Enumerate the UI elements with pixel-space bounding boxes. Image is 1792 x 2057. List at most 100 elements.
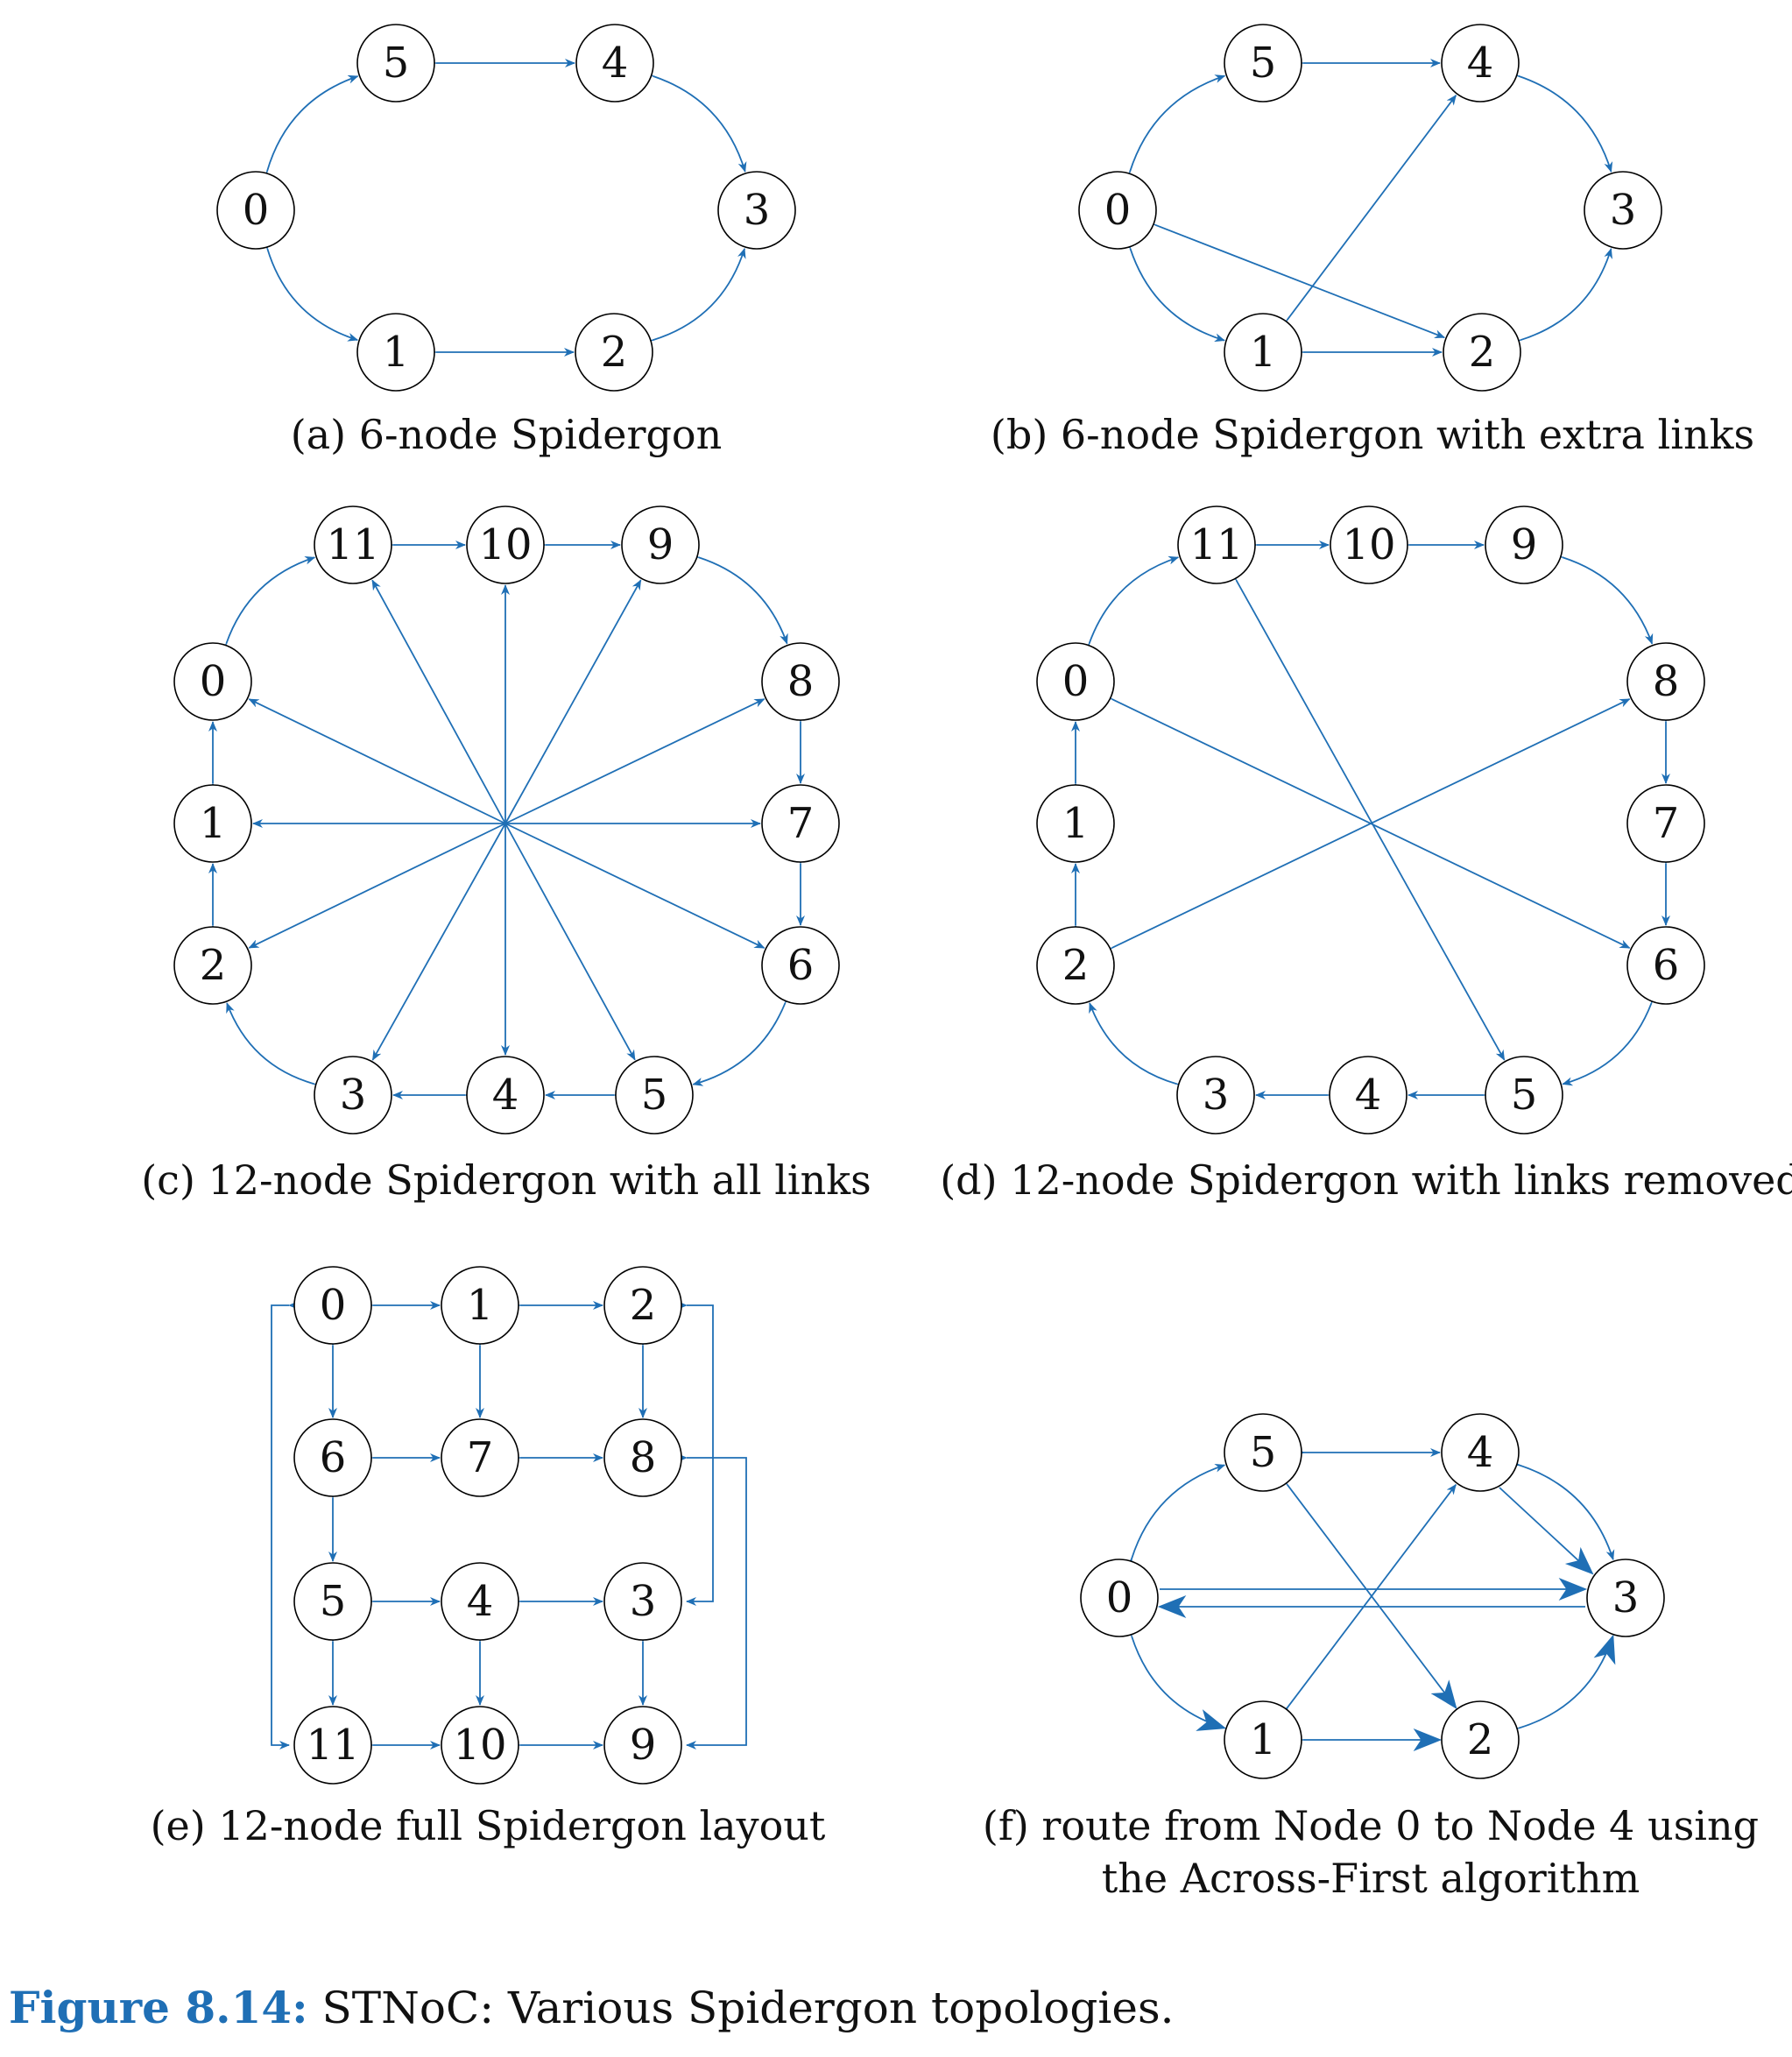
node-d-11: 11 — [1178, 506, 1255, 583]
node-label: 1 — [200, 799, 227, 848]
node-e-8: 8 — [604, 1419, 681, 1496]
node-e-2: 2 — [604, 1267, 681, 1344]
edge-c-spoke-11 — [372, 580, 505, 824]
node-a-3: 3 — [718, 172, 795, 249]
node-label: 4 — [1467, 39, 1494, 88]
node-label: 7 — [1653, 799, 1680, 848]
node-a-2: 2 — [575, 314, 653, 391]
node-label: 2 — [601, 328, 628, 377]
node-label: 2 — [1469, 328, 1496, 377]
captions-layer: (a) 6-node Spidergon (b) 6-node Spidergon… — [141, 411, 1792, 1902]
edge-e-2-3 — [687, 1305, 713, 1601]
node-label: 10 — [453, 1721, 506, 1770]
node-label: 3 — [630, 1577, 657, 1626]
edge-c-9-8 — [699, 557, 787, 643]
edge-f-4-3 — [1519, 1465, 1613, 1559]
edge-f-0-5 — [1132, 1465, 1224, 1559]
node-label: 2 — [1467, 1715, 1494, 1764]
caption-b-line-1: (b) 6-node Spidergon with extra links — [991, 411, 1754, 458]
node-e-7: 7 — [441, 1419, 519, 1496]
node-label: 3 — [1610, 186, 1637, 235]
node-label: 0 — [320, 1281, 347, 1330]
node-d-6: 6 — [1627, 927, 1704, 1004]
caption-f-line-2: the Across-First algorithm — [1102, 1855, 1640, 1902]
figure-caption: Figure 8.14: STNoC: Various Spidergon to… — [9, 1982, 1175, 2033]
node-label: 4 — [492, 1071, 519, 1120]
node-label: 5 — [1250, 39, 1277, 88]
node-d-3: 3 — [1177, 1057, 1254, 1134]
node-label: 10 — [478, 520, 532, 569]
caption-c-line-1: (c) 12-node Spidergon with all links — [141, 1156, 871, 1204]
node-label: 4 — [1355, 1071, 1382, 1120]
edge-c-6-5 — [693, 1003, 785, 1085]
edge-c-spoke-2 — [249, 824, 505, 948]
node-d-5: 5 — [1485, 1057, 1563, 1134]
node-a-5: 5 — [357, 25, 434, 102]
node-b-4: 4 — [1442, 25, 1519, 102]
node-label: 2 — [630, 1281, 657, 1330]
edge-d-3-2 — [1090, 1003, 1177, 1084]
node-d-1: 1 — [1037, 785, 1114, 862]
node-a-4: 4 — [576, 25, 653, 102]
node-c-8: 8 — [762, 643, 839, 720]
edge-c-spoke-3 — [373, 824, 505, 1060]
node-label: 3 — [1203, 1071, 1230, 1120]
node-label: 0 — [243, 186, 270, 235]
node-c-3: 3 — [314, 1057, 392, 1134]
node-label: 5 — [383, 39, 410, 88]
node-c-0: 0 — [174, 643, 251, 720]
edge-c-spoke-0 — [249, 699, 505, 824]
node-label: 8 — [630, 1433, 657, 1482]
node-label: 6 — [320, 1433, 347, 1482]
node-label: 5 — [1511, 1071, 1538, 1120]
node-label: 0 — [1104, 186, 1132, 235]
edge-d-9-8 — [1563, 557, 1652, 644]
edge-c-spoke-5 — [505, 824, 635, 1060]
node-b-1: 1 — [1224, 314, 1302, 391]
node-e-3: 3 — [604, 1563, 681, 1640]
node-e-6: 6 — [294, 1419, 371, 1496]
edge-b-4-3 — [1519, 76, 1612, 172]
node-label: 8 — [787, 657, 815, 706]
node-label: 8 — [1653, 657, 1680, 706]
node-e-9: 9 — [604, 1707, 681, 1784]
edge-b-0-1 — [1130, 249, 1224, 341]
node-e-5: 5 — [294, 1563, 371, 1640]
node-label: 0 — [1106, 1573, 1133, 1622]
node-label: 1 — [467, 1281, 494, 1330]
edge-c-3-2 — [227, 1003, 314, 1084]
node-b-5: 5 — [1224, 25, 1302, 102]
node-label: 10 — [1342, 520, 1395, 569]
node-c-2: 2 — [174, 927, 251, 1004]
node-label: 4 — [467, 1577, 494, 1626]
node-e-11: 11 — [294, 1707, 371, 1784]
node-label: 2 — [200, 941, 227, 990]
node-e-1: 1 — [441, 1267, 519, 1344]
node-a-0: 0 — [217, 172, 294, 249]
node-e-4: 4 — [441, 1563, 519, 1640]
node-b-0: 0 — [1079, 172, 1156, 249]
node-c-1: 1 — [174, 785, 251, 862]
node-label: 0 — [200, 657, 227, 706]
node-c-4: 4 — [467, 1057, 544, 1134]
edge-b-2-3 — [1520, 249, 1612, 340]
edge-c-0-11 — [226, 557, 314, 643]
node-label: 5 — [641, 1071, 668, 1120]
edge-a-0-5 — [267, 76, 358, 172]
node-label: 3 — [1612, 1573, 1640, 1622]
node-label: 9 — [647, 520, 674, 569]
node-label: 5 — [320, 1577, 347, 1626]
edge-f-0-1 — [1132, 1636, 1224, 1728]
node-d-2: 2 — [1037, 927, 1114, 1004]
node-f-3: 3 — [1587, 1559, 1664, 1636]
caption-f-line-1: (f) route from Node 0 to Node 4 using — [983, 1802, 1759, 1849]
node-label: 3 — [340, 1071, 367, 1120]
node-label: 1 — [1250, 1715, 1277, 1764]
node-c-9: 9 — [622, 506, 699, 583]
node-f-5: 5 — [1224, 1414, 1302, 1491]
node-f-0: 0 — [1081, 1559, 1158, 1636]
node-label: 2 — [1062, 941, 1090, 990]
node-d-7: 7 — [1627, 785, 1704, 862]
